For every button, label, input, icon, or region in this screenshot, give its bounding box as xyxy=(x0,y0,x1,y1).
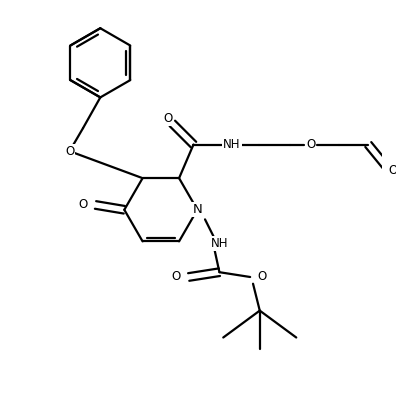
Text: O: O xyxy=(172,271,181,284)
Text: O: O xyxy=(388,164,396,177)
Text: O: O xyxy=(78,198,88,211)
Text: NH: NH xyxy=(223,138,241,151)
Text: N: N xyxy=(192,203,202,216)
Text: O: O xyxy=(258,271,267,284)
Text: NH: NH xyxy=(211,237,228,250)
Text: O: O xyxy=(306,138,315,151)
Text: O: O xyxy=(163,112,172,125)
Text: O: O xyxy=(65,145,74,157)
